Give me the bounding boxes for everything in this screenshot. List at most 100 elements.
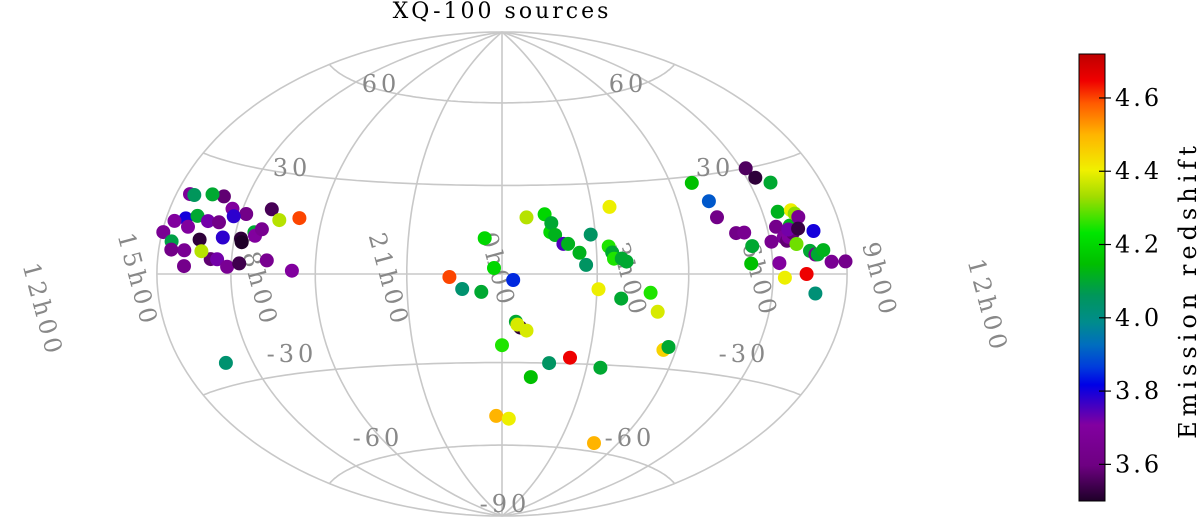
source-point [764, 234, 779, 249]
ra-label: 15h00 [112, 230, 164, 331]
source-point [234, 235, 249, 250]
parallel-line [328, 63, 676, 104]
source-point [216, 189, 231, 204]
dec-label: 30 [696, 154, 735, 182]
source-point [254, 222, 269, 237]
source-point [824, 254, 839, 269]
dec-label: -30 [719, 340, 770, 368]
colorbar-tick-label: 4.6 [1115, 84, 1162, 112]
dec-label: -30 [267, 340, 318, 368]
source-point [264, 202, 279, 217]
ra-label: 9h00 [856, 239, 903, 321]
source-point [218, 355, 233, 370]
source-point [650, 304, 665, 319]
source-point [838, 254, 853, 269]
source-point [187, 188, 202, 202]
source-point [643, 285, 658, 300]
coordinate-labels: 12h0015h0018h0021h000h003h006h009h0012h0… [17, 70, 1014, 518]
dec-label: 60 [362, 70, 401, 98]
source-point [506, 273, 521, 287]
colorbar-label: Emission redshift [1174, 141, 1200, 439]
source-point [259, 253, 274, 268]
source-point [177, 243, 192, 258]
source-point [816, 243, 831, 258]
source-point [738, 161, 753, 176]
source-point [737, 225, 752, 240]
source-point [799, 267, 814, 281]
parallel-line [328, 444, 676, 485]
source-point [292, 211, 307, 226]
source-point [544, 216, 559, 231]
source-point [215, 230, 230, 245]
source-point [519, 210, 534, 225]
colorbar-gradient [1078, 53, 1106, 502]
source-point [769, 219, 783, 234]
source-point [523, 370, 538, 385]
source-point [701, 194, 716, 209]
ra-label: 6h00 [736, 239, 783, 321]
parallel-line [202, 361, 802, 396]
source-point [501, 411, 516, 426]
source-point [474, 284, 489, 299]
source-point [772, 256, 787, 271]
source-point [593, 360, 608, 375]
ra-label: 12h00 [17, 260, 69, 361]
source-point [239, 207, 254, 221]
source-point [487, 261, 501, 275]
dec-label: -60 [605, 424, 656, 452]
source-point [563, 350, 577, 365]
source-point [201, 214, 215, 229]
source-point [156, 225, 171, 240]
colorbar: 3.6 3.8 4.0 4.2 4.4 4.6 Emission redshift [1078, 53, 1200, 502]
source-point [510, 317, 525, 332]
source-point [192, 232, 207, 247]
source-point [495, 338, 509, 353]
source-point [561, 236, 576, 251]
source-point [194, 244, 209, 259]
source-point [661, 340, 676, 354]
source-point [181, 219, 195, 234]
source-point [763, 175, 778, 190]
source-point [614, 291, 629, 306]
parallel-line [202, 152, 802, 187]
source-point [442, 270, 457, 284]
source-point [477, 231, 492, 246]
source-point [212, 215, 226, 230]
source-point [548, 228, 563, 242]
source-point [177, 259, 191, 274]
source-point [587, 436, 601, 451]
source-point [232, 256, 247, 271]
source-point [164, 242, 179, 257]
source-point [284, 263, 299, 278]
source-point [791, 221, 806, 236]
source-point [806, 224, 821, 238]
source-point [542, 356, 557, 371]
colorbar-tick-label: 3.8 [1115, 377, 1162, 405]
dec-label: -90 [480, 490, 531, 518]
source-point [591, 282, 606, 297]
source-point [455, 282, 470, 296]
source-point [167, 213, 182, 228]
source-point [583, 227, 598, 242]
colorbar-tick-label: 4.0 [1115, 304, 1162, 332]
colorbar-tick-label: 3.6 [1115, 450, 1162, 478]
dec-label: 60 [609, 70, 648, 98]
sky-map: 12h0015h0018h0021h000h003h006h009h0012h0… [17, 31, 1014, 518]
source-point [808, 286, 823, 301]
source-point [777, 270, 792, 285]
source-point [205, 187, 220, 202]
source-point [744, 256, 759, 271]
source-point [272, 213, 287, 228]
source-point [489, 408, 504, 423]
dec-label: 30 [273, 154, 312, 182]
chart-title: XQ-100 sources [393, 0, 612, 24]
source-point [770, 204, 785, 219]
source-point [748, 170, 763, 185]
source-point [210, 252, 225, 267]
source-points [156, 161, 853, 451]
source-point [791, 210, 806, 224]
source-point [710, 210, 724, 225]
colorbar-ticks: 3.6 3.8 4.0 4.2 4.4 4.6 [1099, 84, 1162, 478]
source-point [745, 239, 760, 254]
